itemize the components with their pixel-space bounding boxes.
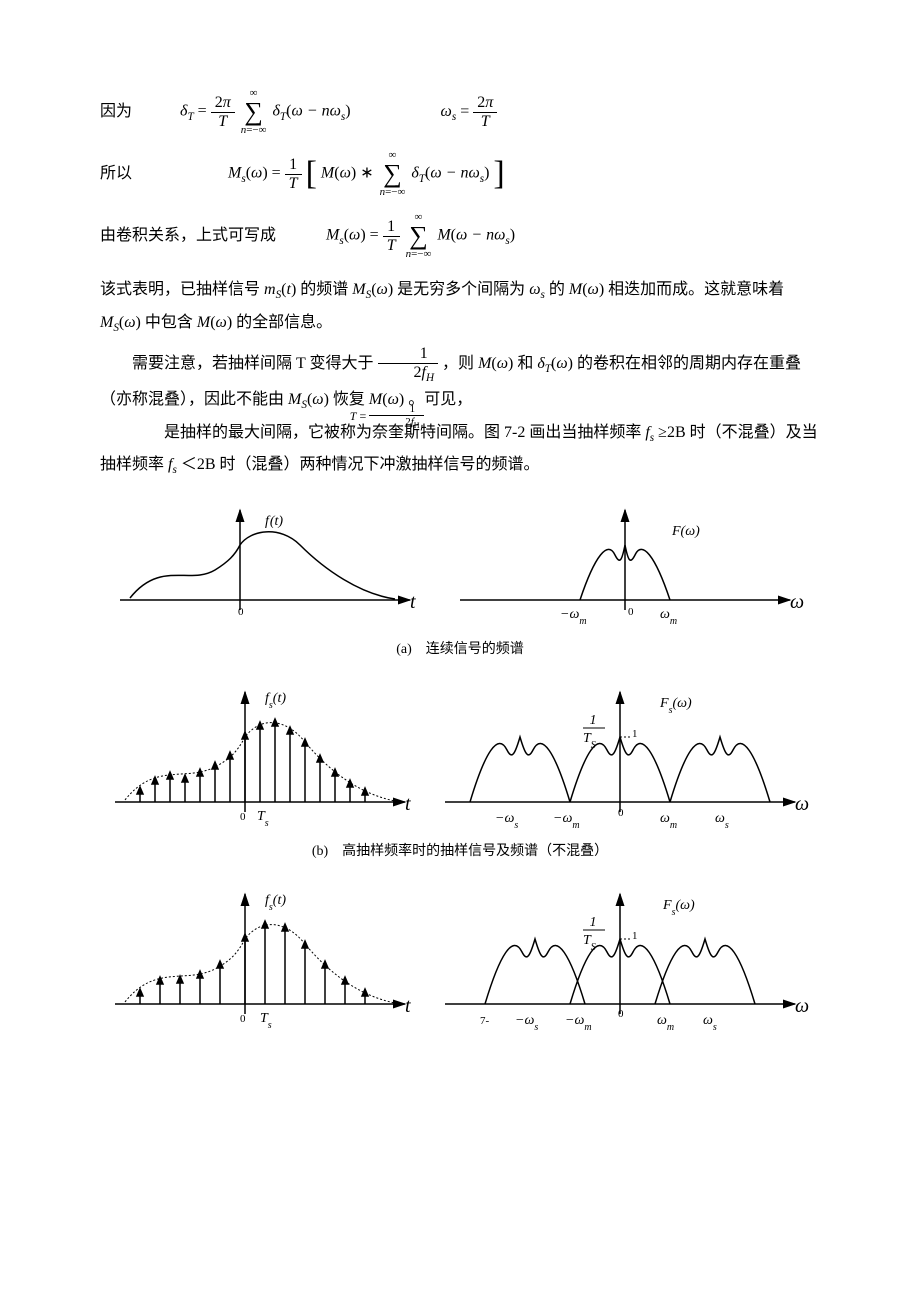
- svg-text:1: 1: [590, 915, 597, 930]
- svg-text:fs(t): fs(t): [265, 691, 286, 711]
- svg-text:fs(t): fs(t): [265, 893, 286, 913]
- eq1-math-right: ωs = 2πT: [441, 94, 498, 130]
- fig-c-left: fs(t) 0 Ts t: [105, 884, 425, 1034]
- svg-text:0: 0: [240, 1013, 246, 1025]
- svg-text:Fs(ω): Fs(ω): [662, 898, 695, 918]
- svg-text:ω: ω: [795, 793, 809, 815]
- svg-text:1: 1: [590, 713, 597, 728]
- svg-text:t: t: [405, 793, 411, 815]
- eq-line-1: 因为 δT = 2πT ∞∑n=−∞ δT(ω − nωs) ωs = 2πT: [100, 88, 820, 136]
- svg-text:0: 0: [618, 1008, 624, 1020]
- svg-text:1: 1: [632, 728, 638, 740]
- svg-text:−ωs: −ωs: [495, 811, 518, 831]
- caption-a: (a) 连续信号的频谱: [100, 636, 820, 664]
- fig-a-left: f (t) 0 t: [110, 500, 430, 630]
- svg-text:Ts: Ts: [260, 1011, 272, 1031]
- svg-text:0: 0: [238, 606, 244, 618]
- svg-text:TS: TS: [583, 731, 596, 751]
- svg-text:−ωs: −ωs: [515, 1013, 538, 1033]
- eq3-lead: 由卷积关系，上式可写成: [100, 220, 276, 252]
- svg-text:Ts: Ts: [257, 809, 269, 829]
- caption-b: (b) 高抽样频率时的抽样信号及频谱（不混叠）: [100, 838, 820, 866]
- eq-line-2: 所以 Ms(ω) = 1T [ M(ω) ∗ ∞∑n=−∞ δT(ω − nωs…: [100, 150, 820, 198]
- fig-a-right: F(ω) 0 −ωm ωm ω: [450, 500, 810, 630]
- svg-text:ωs: ωs: [715, 811, 729, 831]
- svg-text:t: t: [410, 591, 416, 613]
- svg-text:ωm: ωm: [657, 1013, 674, 1033]
- svg-text:−ωm: −ωm: [565, 1013, 592, 1033]
- fig-c-right: Fs(ω) 1 TS 1 0 7- −ωs −ωm ωm ωs ω: [435, 884, 815, 1034]
- fig-b-left: fs(t) 0 Ts t: [105, 682, 425, 832]
- svg-text:ωs: ωs: [703, 1013, 717, 1033]
- figure-a: f (t) 0 t F(ω) 0 −ωm ωm ω: [100, 500, 820, 630]
- svg-text:f (t): f (t): [265, 514, 283, 529]
- svg-text:ω: ω: [795, 995, 809, 1017]
- svg-text:ωm: ωm: [660, 607, 677, 627]
- fig-b-right: Fs(ω) 1 TS 1 0 −ωs −ωm ωm ωs ω: [435, 682, 815, 832]
- eq-line-3: 由卷积关系，上式可写成 Ms(ω) = 1T ∞∑n=−∞ M(ω − nωs): [100, 212, 820, 260]
- figure-c: fs(t) 0 Ts t Fs(ω) 1 TS 1 0 7- −ωs −ωm ω…: [100, 884, 820, 1034]
- svg-text:1: 1: [632, 930, 638, 942]
- svg-text:F(ω): F(ω): [671, 524, 700, 539]
- svg-text:Fs(ω): Fs(ω): [659, 696, 692, 716]
- svg-text:0: 0: [618, 807, 624, 819]
- svg-text:t: t: [405, 995, 411, 1017]
- svg-text:0: 0: [628, 606, 634, 618]
- paragraph-1: 该式表明，已抽样信号 mS(t) 的频谱 MS(ω) 是无穷多个间隔为 ωs 的…: [100, 274, 820, 339]
- eq2-math: Ms(ω) = 1T [ M(ω) ∗ ∞∑n=−∞ δT(ω − nωs) ]: [228, 150, 505, 198]
- eq3-math: Ms(ω) = 1T ∞∑n=−∞ M(ω − nωs): [326, 212, 515, 260]
- svg-text:ω: ω: [790, 591, 804, 613]
- eq2-lead: 所以: [100, 158, 180, 190]
- svg-text:7-: 7-: [480, 1015, 490, 1027]
- figure-b: fs(t) 0 Ts t Fs(ω) 1 TS 1 0 −ωs −ωm ωm ω…: [100, 682, 820, 832]
- svg-text:−ωm: −ωm: [560, 607, 587, 627]
- paragraph-2: 需要注意，若抽样间隔 T 变得大于 12fH ，则 M(ω) 和 δT(ω) 的…: [100, 345, 820, 482]
- eq1-math: δT = 2πT ∞∑n=−∞ δT(ω − nωs): [180, 88, 351, 136]
- svg-text:TS: TS: [583, 933, 596, 953]
- svg-text:ωm: ωm: [660, 811, 677, 831]
- svg-text:0: 0: [240, 811, 246, 823]
- eq1-lead: 因为: [100, 96, 180, 128]
- svg-text:−ωm: −ωm: [553, 811, 580, 831]
